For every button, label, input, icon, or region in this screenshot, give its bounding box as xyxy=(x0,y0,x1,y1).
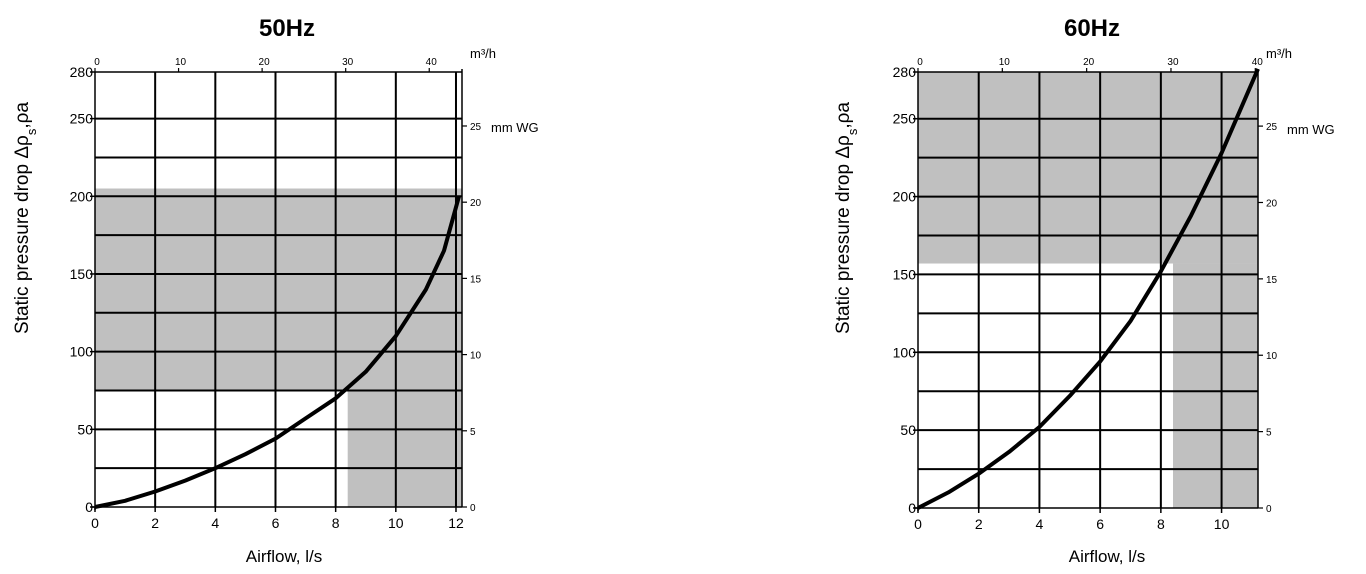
right-axis-unit: mm WG xyxy=(1287,122,1335,137)
y-axis-label-main: Static pressure drop Δρ xyxy=(833,135,854,334)
y-axis-label-sub: s xyxy=(845,128,860,135)
x-tick-label: 2 xyxy=(975,516,983,532)
right-tick-label: 15 xyxy=(470,274,482,285)
x-tick-label: 8 xyxy=(1157,516,1165,532)
right-tick-label: 0 xyxy=(470,503,476,514)
x-tick-label: 0 xyxy=(91,515,99,531)
x-tick-label: 8 xyxy=(332,515,340,531)
top-tick-label: 40 xyxy=(1252,57,1264,68)
shaded-region xyxy=(95,188,462,391)
y-axis-label-unit: ,ρa xyxy=(833,102,854,129)
y-tick-label: 50 xyxy=(77,421,93,437)
right-tick-label: 15 xyxy=(1266,275,1278,286)
x-axis-label: Airflow, l/s xyxy=(246,547,323,566)
y-tick-label: 250 xyxy=(893,111,917,127)
right-tick-label: 20 xyxy=(470,198,482,209)
y-tick-label: 200 xyxy=(893,189,917,205)
x-axis-label: Airflow, l/s xyxy=(1069,547,1146,566)
top-tick-label: 30 xyxy=(1167,57,1179,68)
series-line xyxy=(94,195,461,509)
top-tick-label: 30 xyxy=(342,57,354,68)
right-tick-label: 25 xyxy=(470,122,482,133)
top-tick-label: 40 xyxy=(426,57,438,68)
series-line xyxy=(917,68,1260,510)
right-tick-label: 5 xyxy=(470,427,476,438)
y-axis-label-main: Static pressure drop Δρ xyxy=(12,135,33,334)
right-tick-label: 5 xyxy=(1266,428,1272,439)
y-tick-label: 250 xyxy=(70,111,94,127)
y-axis-label: Static pressure drop Δρs,ρa xyxy=(833,102,860,334)
x-tick-label: 2 xyxy=(151,515,159,531)
right-tick-label: 10 xyxy=(470,351,482,362)
y-tick-label: 150 xyxy=(70,266,94,282)
top-tick-label: 10 xyxy=(175,57,187,68)
shaded-region xyxy=(347,390,462,507)
right-tick-label: 20 xyxy=(1266,198,1278,209)
x-tick-label: 6 xyxy=(272,515,280,531)
chart-title: 60Hz xyxy=(1064,15,1120,42)
top-tick-label: 0 xyxy=(917,57,923,68)
right-axis-unit: mm WG xyxy=(491,120,539,135)
y-tick-label: 0 xyxy=(85,499,93,515)
y-tick-label: 280 xyxy=(70,64,94,80)
y-tick-label: 0 xyxy=(908,500,916,516)
chart-title: 50Hz xyxy=(259,15,315,42)
x-tick-label: 0 xyxy=(914,516,922,532)
y-axis-label-sub: s xyxy=(24,128,39,135)
shaded-region xyxy=(918,72,1258,264)
top-tick-label: 0 xyxy=(94,57,100,68)
x-tick-label: 4 xyxy=(1036,516,1044,532)
right-tick-label: 0 xyxy=(1266,504,1272,515)
y-axis-label: Static pressure drop Δρs,ρa xyxy=(12,102,39,334)
x-tick-label: 6 xyxy=(1096,516,1104,532)
x-tick-label: 10 xyxy=(388,515,404,531)
right-tick-label: 25 xyxy=(1266,122,1278,133)
y-tick-label: 100 xyxy=(70,344,94,360)
x-tick-label: 12 xyxy=(448,515,464,531)
x-tick-label: 10 xyxy=(1214,516,1230,532)
top-tick-label: 20 xyxy=(259,57,271,68)
top-tick-label: 10 xyxy=(999,57,1011,68)
top-axis-unit: m³/h xyxy=(470,46,496,61)
right-tick-label: 10 xyxy=(1266,351,1278,362)
y-axis-label-unit: ,ρa xyxy=(12,102,33,129)
y-tick-label: 50 xyxy=(900,422,916,438)
top-tick-label: 20 xyxy=(1083,57,1095,68)
y-tick-label: 200 xyxy=(70,188,94,204)
x-tick-label: 4 xyxy=(211,515,219,531)
y-tick-label: 280 xyxy=(893,64,917,80)
top-axis-unit: m³/h xyxy=(1266,46,1292,61)
y-tick-label: 100 xyxy=(893,344,917,360)
shaded-region xyxy=(1173,263,1258,508)
y-tick-label: 150 xyxy=(893,266,917,282)
